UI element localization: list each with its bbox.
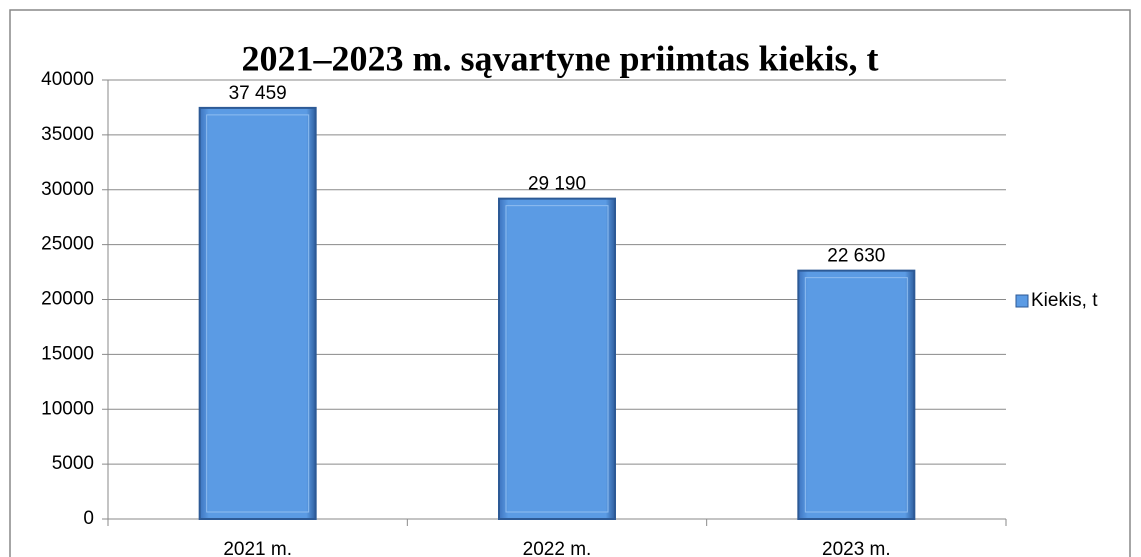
y-tick-label: 35000 — [41, 124, 94, 145]
bar-bevel — [505, 205, 609, 513]
x-tick-label: 2022 m. — [523, 539, 592, 557]
y-tick-label: 5000 — [52, 453, 94, 474]
bar — [498, 197, 616, 521]
y-tick-label: 15000 — [41, 343, 94, 364]
bar-bevel — [206, 114, 310, 513]
x-tick-label: 2023 m. — [822, 539, 891, 557]
y-tick-label: 10000 — [41, 398, 94, 419]
x-tick-label: 2021 m. — [223, 539, 292, 557]
y-tick-label: 20000 — [41, 289, 94, 310]
bar — [198, 106, 317, 520]
y-tick-label: 40000 — [41, 69, 94, 90]
bar — [797, 269, 916, 520]
legend-swatch — [1015, 294, 1029, 308]
y-tick-label: 0 — [83, 508, 94, 529]
value-label: 22 630 — [827, 246, 885, 267]
chart-title: 2021‒2023 m. sąvartyne priimtas kiekis, … — [242, 38, 879, 78]
value-label: 29 190 — [528, 174, 586, 195]
y-tick-label: 25000 — [41, 234, 94, 255]
y-tick-label: 30000 — [41, 179, 94, 200]
bar-bevel — [804, 277, 908, 513]
value-label: 37 459 — [229, 83, 287, 104]
chart-frame — [9, 9, 1131, 557]
legend-label: Kiekis, t — [1031, 290, 1098, 311]
